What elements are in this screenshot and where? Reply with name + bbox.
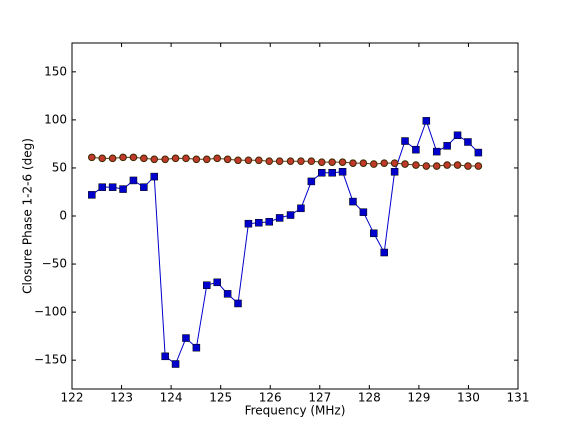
data-point (119, 185, 127, 193)
data-point (213, 278, 221, 287)
data-point (234, 299, 242, 308)
y-tick-label: 50 (52, 160, 67, 174)
y-tick-label: −100 (34, 305, 67, 319)
data-point (453, 161, 462, 169)
data-point (171, 360, 180, 368)
data-point (202, 155, 211, 164)
y-tick-label: 100 (44, 112, 67, 126)
data-point (244, 219, 253, 228)
data-point (422, 162, 431, 170)
data-point (234, 156, 242, 165)
plot-frame (71, 42, 519, 390)
x-tick-label: 124 (160, 391, 183, 405)
data-point (338, 158, 347, 166)
data-point (432, 162, 441, 170)
data-point (328, 169, 336, 177)
data-point (119, 153, 127, 162)
data-point (275, 214, 284, 222)
data-point (443, 142, 451, 150)
x-tick-label: 122 (61, 391, 84, 405)
data-point (464, 162, 472, 170)
data-point (275, 157, 284, 166)
data-point (182, 154, 190, 163)
data-point (380, 248, 388, 257)
data-point (129, 153, 138, 162)
data-point (203, 281, 211, 289)
x-tick-label: 123 (110, 391, 133, 405)
y-tick-label: 0 (59, 209, 67, 223)
data-point (140, 154, 148, 163)
x-tick-label: 125 (209, 391, 232, 405)
data-point (161, 155, 169, 164)
data-point (223, 290, 232, 298)
data-point (359, 159, 368, 167)
x-tick-label: 129 (407, 391, 430, 405)
data-point (286, 211, 295, 219)
data-point (474, 162, 483, 170)
data-point (412, 161, 420, 169)
data-point (297, 157, 305, 166)
data-point (369, 160, 378, 168)
data-point (108, 183, 117, 191)
x-tick-label: 127 (308, 391, 331, 405)
data-point (412, 145, 420, 154)
data-point (307, 177, 316, 186)
data-point (244, 156, 253, 165)
data-point (422, 117, 431, 125)
x-tick-label: 130 (457, 391, 480, 405)
data-point (474, 148, 483, 157)
y-tick-label: −50 (42, 257, 67, 271)
data-point (443, 161, 451, 169)
data-point (192, 155, 201, 164)
x-tick-label: 126 (259, 391, 282, 405)
data-point (464, 138, 472, 146)
data-point (359, 208, 368, 216)
data-point (192, 343, 201, 352)
data-point (390, 159, 399, 167)
y-tick-label: 150 (44, 64, 67, 78)
data-point (338, 168, 347, 176)
data-point (140, 183, 148, 191)
data-point (328, 158, 336, 166)
data-point (307, 157, 316, 166)
data-point (265, 218, 273, 226)
data-point (380, 159, 389, 167)
data-point (213, 154, 221, 163)
data-point (98, 154, 107, 163)
y-axis-label: Closure Phase 1-2-6 (deg) (21, 138, 35, 294)
data-point (88, 153, 96, 162)
data-point (401, 137, 409, 145)
data-point (171, 154, 180, 163)
data-point (150, 172, 159, 181)
x-tick-label: 128 (358, 391, 381, 405)
data-point (129, 176, 138, 185)
data-point (401, 160, 409, 168)
data-point (297, 204, 305, 213)
data-point (88, 191, 96, 199)
data-point (286, 157, 295, 166)
data-point (349, 197, 357, 206)
data-point (108, 154, 117, 163)
data-point (255, 156, 263, 165)
y-tick-label: −150 (34, 353, 67, 367)
data-point (390, 168, 399, 176)
data-point (223, 155, 232, 164)
data-point (98, 183, 106, 191)
x-axis-label: Frequency (MHz) (245, 404, 346, 418)
data-point (255, 218, 263, 227)
data-point (432, 147, 441, 156)
data-point (453, 131, 462, 140)
data-point (150, 155, 159, 164)
data-point (182, 334, 190, 342)
data-point (370, 229, 378, 238)
data-point (317, 158, 326, 166)
data-point (265, 157, 274, 166)
data-point (349, 159, 357, 167)
data-point (161, 352, 169, 361)
data-point (318, 169, 326, 177)
x-tick-label: 131 (507, 391, 530, 405)
